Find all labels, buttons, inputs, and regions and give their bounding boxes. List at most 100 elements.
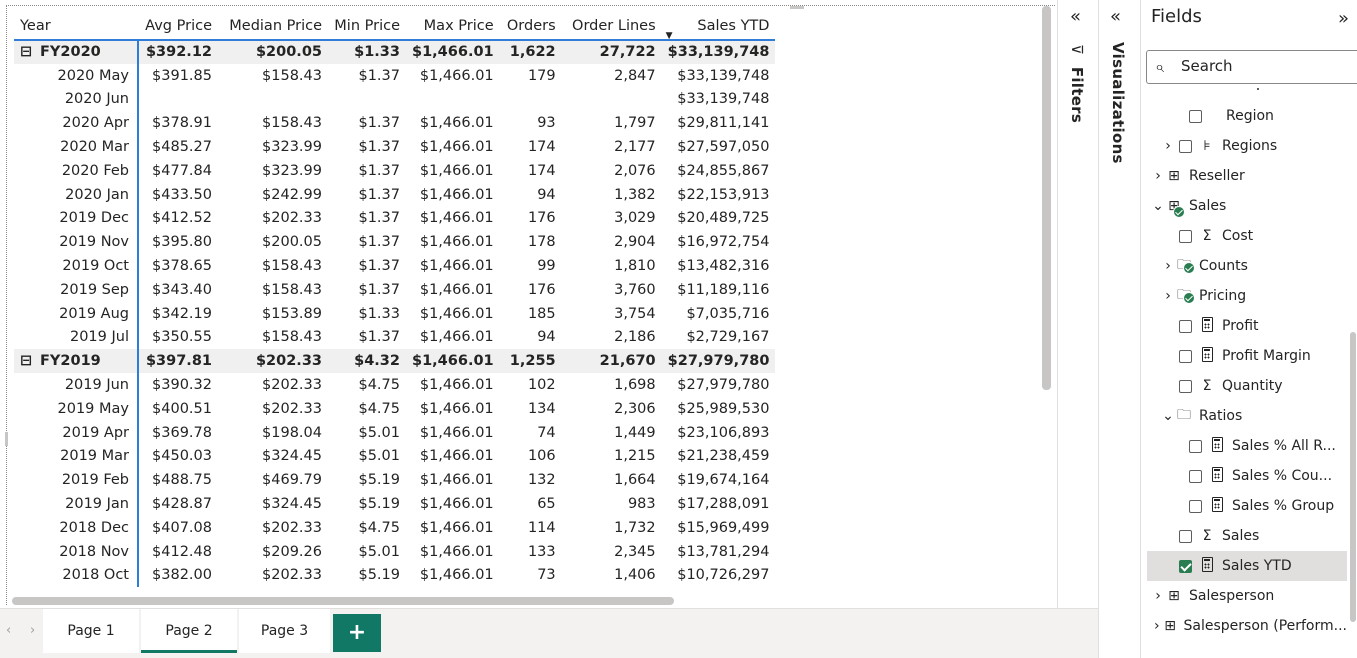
matrix-row: 2020 Mar $485.27 $323.99 $1.37 $1,466.01 174 2… [14,135,775,159]
group-label: FY2020 [40,44,101,61]
fields-expand-icon[interactable]: » [1338,8,1350,29]
matrix-visual-frame[interactable] [6,5,1055,605]
field-item[interactable]: › ⊞ Salesperson (Perform... [1147,611,1347,641]
field-checkbox[interactable] [1189,439,1202,453]
field-checkbox[interactable] [1189,469,1202,483]
visualizations-collapse-icon[interactable]: « [1110,6,1122,27]
matrix-cell: $324.45 [262,448,322,465]
field-item[interactable]: › ⊞ Salesperson [1147,581,1347,611]
matrix-cell [138,88,218,112]
matrix-table: Year Avg Price Median Price Min Price Ma… [14,12,776,588]
matrix-cell: 1,664 [614,472,656,489]
field-item[interactable]: Sales % Group [1147,491,1347,521]
column-header-orders[interactable]: Orders [506,17,556,34]
field-item[interactable]: Sales % All R... [1147,431,1347,461]
chevron-right-icon[interactable]: › [1165,288,1171,304]
field-checkbox[interactable] [1189,499,1202,513]
matrix-cell: $198.04 [262,424,322,441]
chevron-down-icon[interactable]: ⌄ [1162,408,1174,424]
field-item[interactable]: Σ Quantity [1147,371,1347,401]
field-item[interactable]: Profit [1147,311,1347,341]
matrix-cell: 73 [537,567,556,584]
column-header-avg-price[interactable]: Avg Price [145,17,212,34]
visualizations-pane-toggle[interactable]: Visualizations [1109,42,1127,164]
page-tab-3[interactable]: Page 3 [239,609,330,653]
column-header-max-price[interactable]: Max Price [423,17,494,34]
field-item[interactable]: Sales YTD [1147,551,1347,581]
field-item-label: Ratios [1199,408,1243,424]
visualizations-label: Visualizations [1109,42,1127,164]
fields-scrollbar[interactable] [1350,332,1356,622]
chevron-right-icon[interactable]: › [1155,168,1161,184]
field-checkbox[interactable] [1179,379,1192,393]
matrix-cell: $1.33 [358,305,400,322]
row-label-cell: 2020 May [14,63,139,88]
matrix-cell: 179 [527,67,556,84]
matrix-cell: 99 [537,258,556,275]
matrix-cell: 2,345 [614,543,656,560]
collapse-group-icon[interactable]: ⊟ [20,44,33,61]
matrix-cell: $350.55 [152,329,212,346]
horizontal-scrollbar[interactable] [12,597,674,605]
matrix-cell: $5.19 [358,567,400,584]
field-item[interactable]: Sales % Cou... [1147,461,1347,491]
field-item[interactable]: Profit Margin [1147,341,1347,371]
matrix-cell: $158.43 [262,329,322,346]
matrix-cell: 132 [527,472,556,489]
field-item[interactable]: ›🗀Pricing [1147,281,1347,311]
chevron-down-icon[interactable]: ⌄ [1152,198,1164,214]
page-tab-1[interactable]: Page 1 [43,609,139,653]
matrix-row: 2019 May $400.51 $202.33 $4.75 $1,466.01 134 2… [14,396,775,421]
checked-badge-icon [1183,292,1195,304]
row-label-cell: 2020 Jun [14,87,139,112]
column-header-sales-ytd[interactable]: Sales YTD ▼ [662,12,776,42]
add-page-button[interactable]: + [333,614,381,652]
matrix-cell: 133 [527,543,556,560]
collapse-group-icon[interactable]: ⊟ [20,353,33,370]
field-checkbox[interactable] [1189,109,1202,123]
matrix-cell: $1.37 [358,329,400,346]
prev-page-icon[interactable]: ‹ [6,623,12,638]
row-label-cell: 2020 Feb [14,158,139,183]
field-checkbox[interactable] [1179,349,1192,363]
filters-collapse-icon[interactable]: « [1070,6,1082,27]
matrix-cell: $158.43 [262,258,322,275]
column-header-year[interactable]: Year [20,17,51,34]
field-checkbox[interactable] [1179,529,1192,543]
chevron-right-icon[interactable]: › [1165,138,1171,154]
chevron-right-icon[interactable]: › [1154,618,1160,634]
matrix-cell: 176 [527,281,556,298]
row-label-cell: 2019 Oct [14,254,139,278]
field-item[interactable]: Σ Cost [1147,221,1347,251]
filters-pane-toggle[interactable]: ⊽ Filters [1068,44,1086,123]
folder-icon: 🗀 [1175,284,1195,308]
field-item[interactable]: ›🗀Counts [1147,251,1347,281]
column-header-min-price[interactable]: Min Price [334,17,400,34]
column-header-median-price[interactable]: Median Price [229,17,322,34]
matrix-cell: 174 [527,139,556,156]
field-checkbox[interactable] [1179,139,1192,153]
field-item[interactable]: › ⊧ Regions [1147,131,1347,161]
fields-search-box[interactable]: ⌕ [1146,50,1357,84]
chevron-right-icon[interactable]: › [1165,258,1171,274]
field-item[interactable]: Region [1147,101,1347,131]
field-item[interactable]: Σ Sales [1147,521,1347,551]
resize-handle-left[interactable] [5,432,8,446]
field-item[interactable]: ⌄ ⊞ Sales [1147,191,1347,221]
field-checkbox[interactable] [1179,559,1192,573]
fields-pane: Fields » ⌕ Region›⊧Regions›⊞Reseller⌄⊞Sa… [1140,0,1357,658]
field-checkbox[interactable] [1179,319,1192,333]
field-checkbox[interactable] [1179,229,1192,243]
field-item[interactable]: › ⊞ Reseller [1147,161,1347,191]
matrix-row: 2018 Dec $407.08 $202.33 $4.75 $1,466.01 114 1… [14,515,775,540]
field-item[interactable]: ⌄ 🗀 Ratios [1147,401,1347,431]
vertical-scrollbar[interactable] [1042,6,1051,390]
matrix-row: 2020 Jun $33,139,748 [14,87,775,112]
page-tab-2[interactable]: Page 2 [141,609,237,653]
column-header-order-lines[interactable]: Order Lines [572,17,656,34]
resize-handle-top[interactable] [790,6,804,9]
fields-search-input[interactable] [1181,57,1351,75]
chevron-right-icon[interactable]: › [1155,588,1161,604]
next-page-icon[interactable]: › [30,623,36,638]
matrix-row: 2020 Feb $477.84 $323.99 $1.37 $1,466.01 174 2… [14,158,775,183]
